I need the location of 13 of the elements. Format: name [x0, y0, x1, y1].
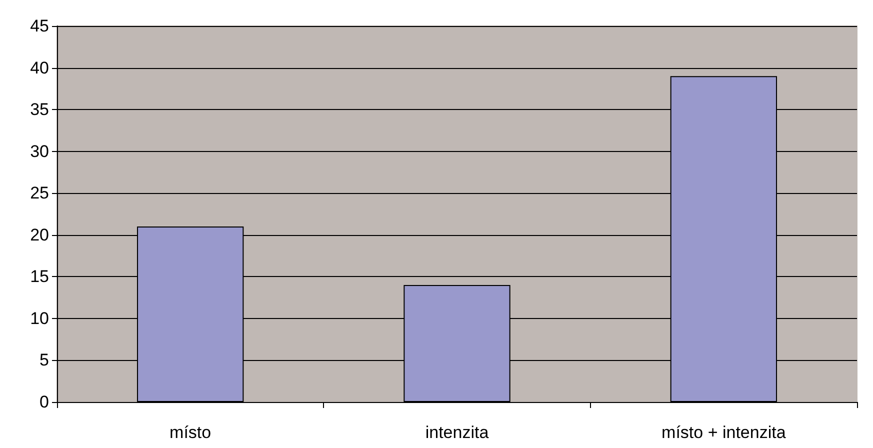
y-tick-label: 35: [30, 100, 49, 120]
x-tick-label: intenzita: [425, 423, 490, 442]
y-tick-label: 45: [30, 16, 49, 36]
y-tick-label: 10: [30, 308, 49, 328]
y-tick-label: 0: [40, 392, 49, 412]
y-tick-label: 40: [30, 58, 49, 78]
y-tick-label: 20: [30, 225, 49, 244]
y-tick-label: 30: [30, 142, 49, 161]
y-tick-label: 5: [40, 350, 49, 370]
y-tick-label: 15: [30, 267, 49, 286]
x-tick-label: místo: [170, 423, 212, 442]
y-tick-label: 25: [30, 184, 49, 203]
x-tick-label: místo + intenzita: [662, 423, 786, 442]
